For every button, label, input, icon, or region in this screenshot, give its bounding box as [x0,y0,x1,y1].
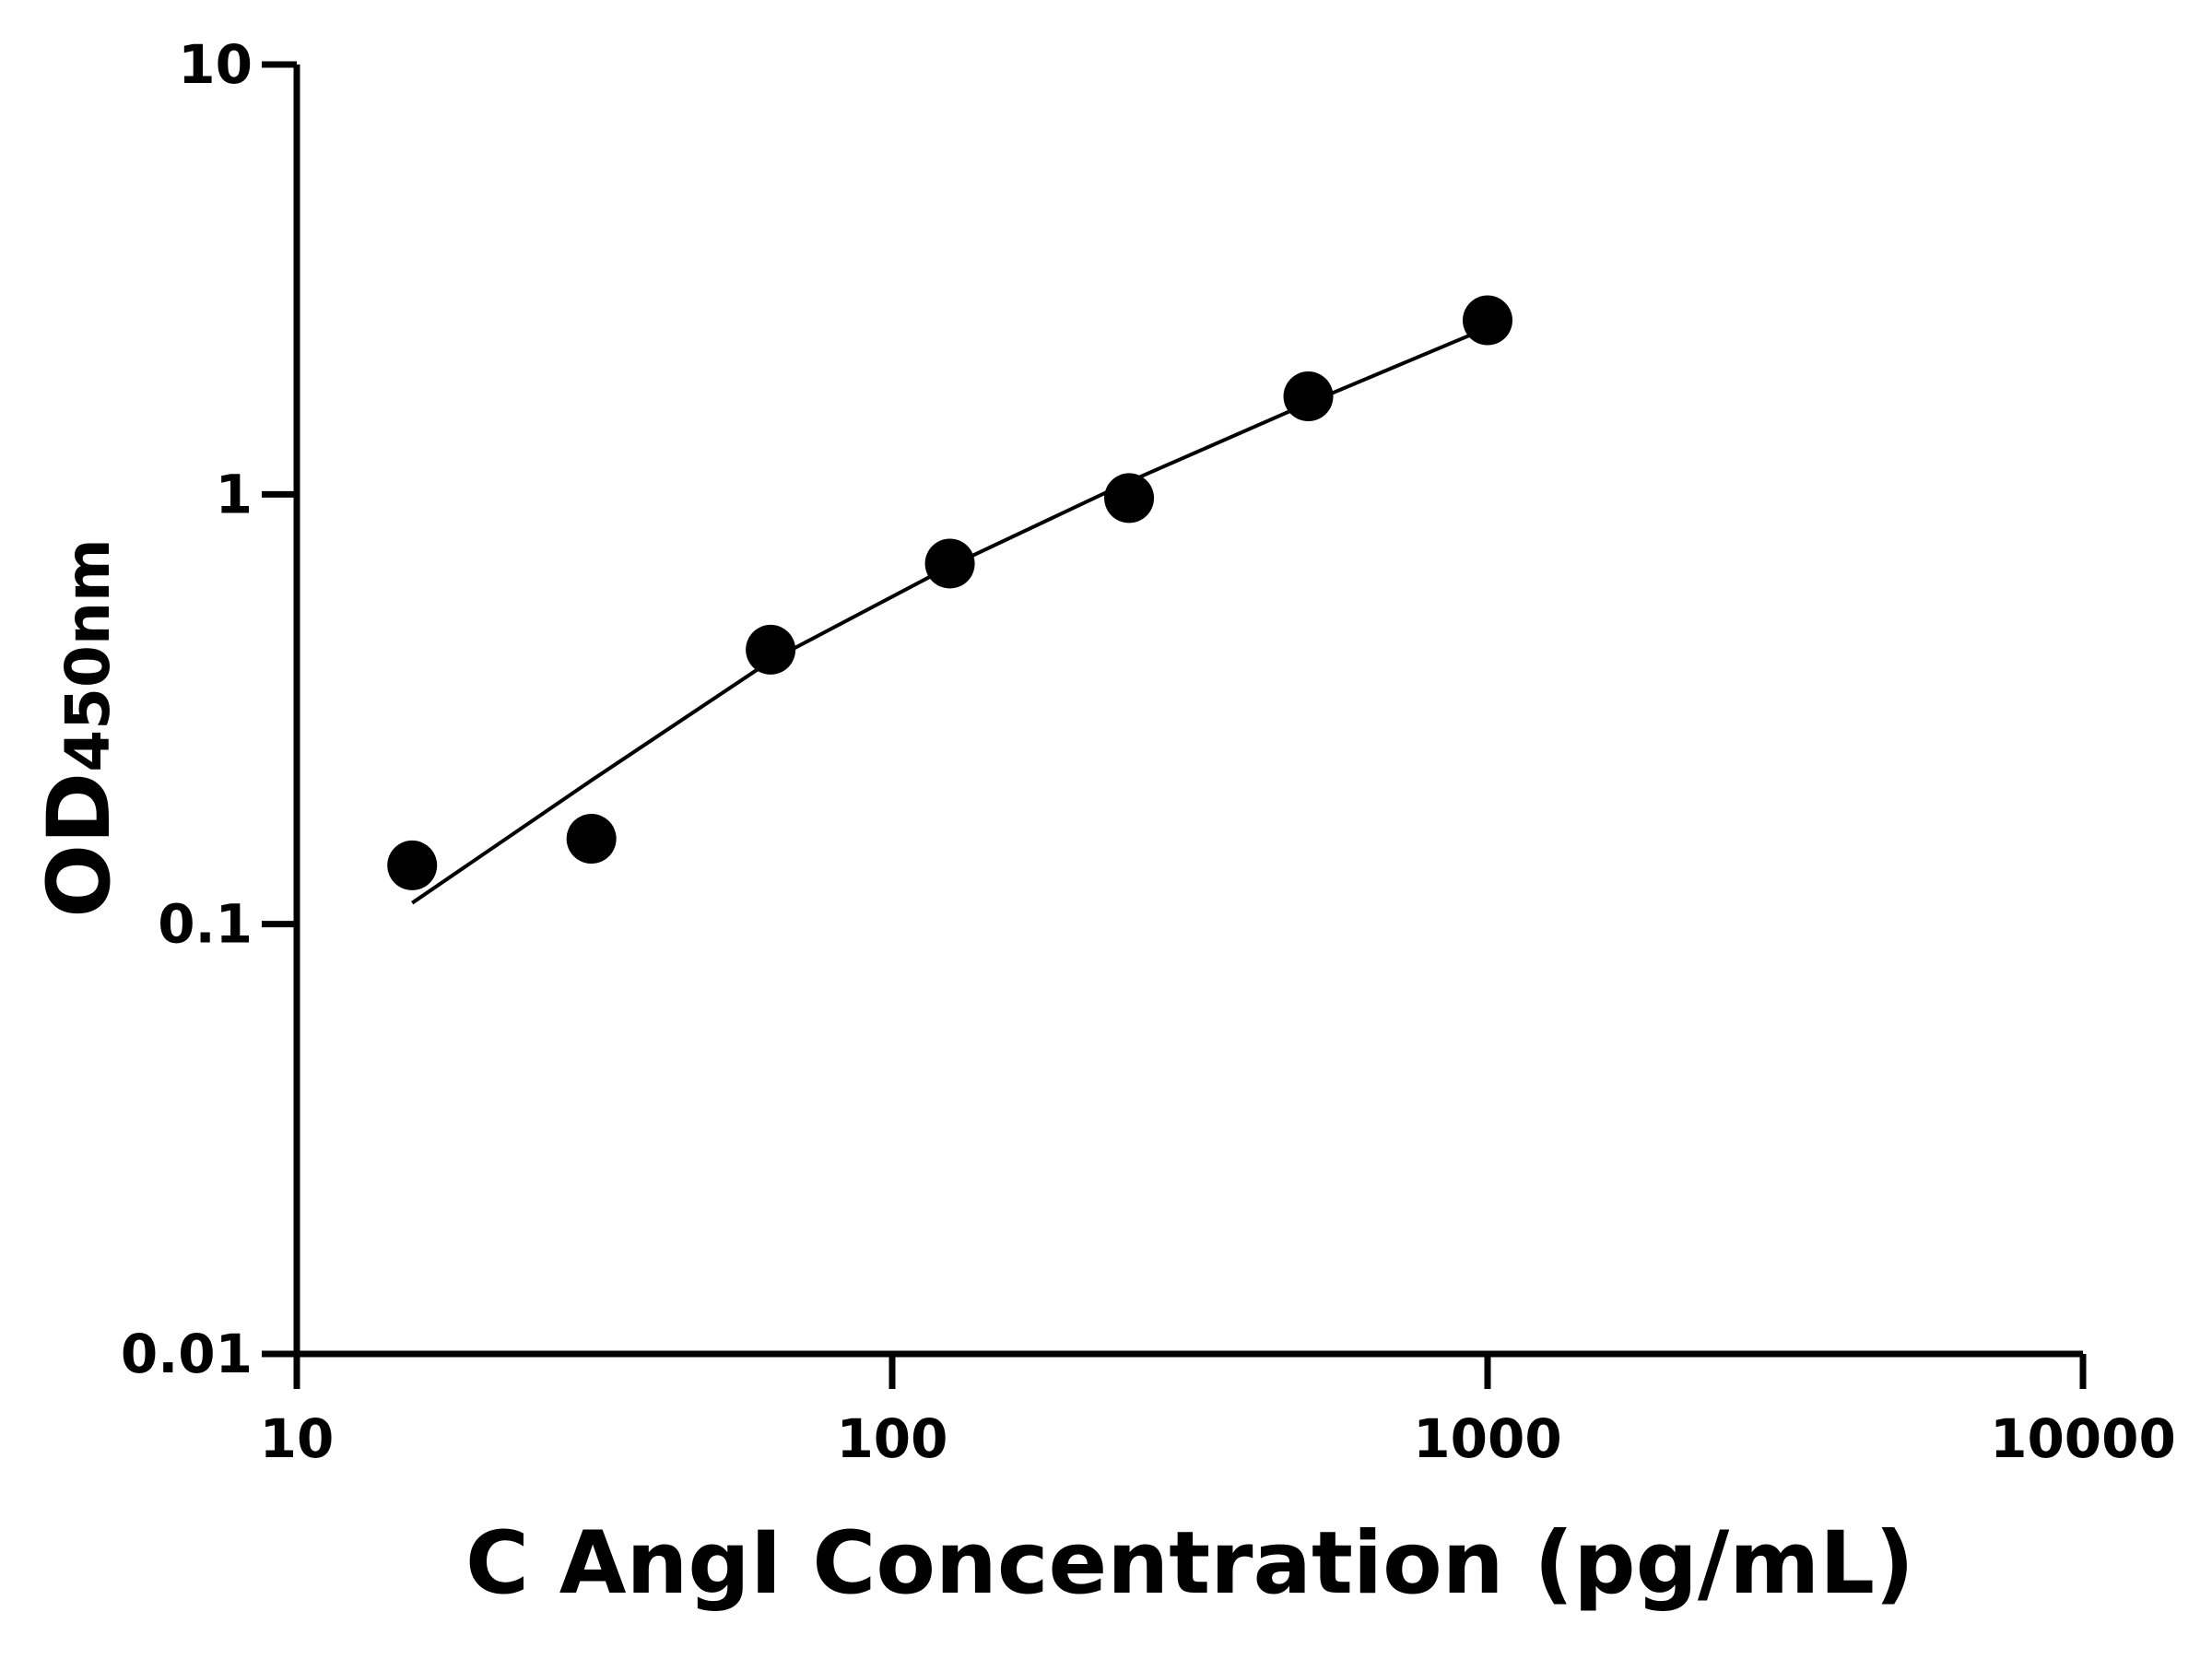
y-tick-label: 10 [178,33,253,96]
fit-curve [411,325,1488,905]
data-point [1283,371,1334,422]
data-point [924,538,975,589]
y-axis-label-sub: 450nm [53,538,124,772]
data-point [387,840,438,890]
y-tick-label: 1 [216,463,253,525]
x-tick-label: 10000 [1990,1407,2176,1470]
data-point [1463,295,1512,346]
y-tick-label: 0.1 [158,893,253,956]
x-tick-label: 100 [836,1407,947,1470]
x-tick-label: 10 [260,1407,335,1470]
y-tick-label: 0.01 [121,1323,253,1385]
data-point [566,814,617,865]
data-point [746,624,796,675]
y-axis-label: OD450nm [29,538,130,917]
x-tick-label: 1000 [1413,1407,1561,1470]
data-point [1104,473,1155,524]
y-axis-label-main: OD [29,772,130,918]
x-axis-label: C AngI Concentration (pg/mL) [465,1513,1914,1614]
